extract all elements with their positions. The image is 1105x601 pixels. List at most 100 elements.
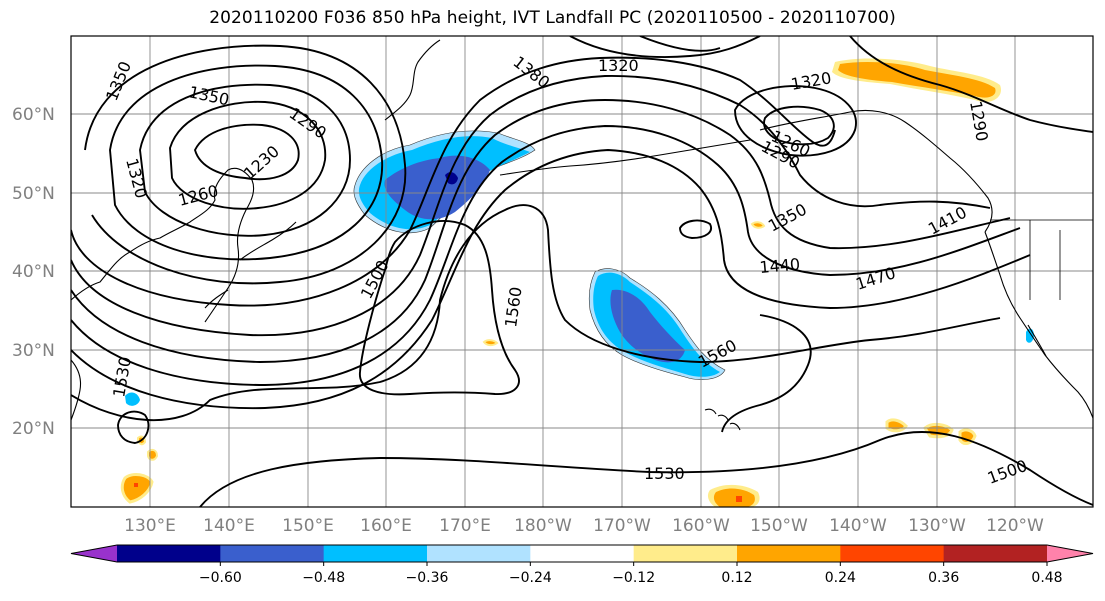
contour-1320-west (109, 64, 383, 261)
colorbar-tick-label: −0.36 (406, 570, 449, 586)
ivt-anomaly-light-blue-3 (125, 392, 140, 406)
contour-1260-alaska (763, 105, 835, 146)
colorbar-tick-label: 0.12 (721, 570, 752, 586)
contour-1560-loop (359, 220, 520, 396)
contour-1440 (71, 99, 1011, 363)
lon-label: 180°W (514, 516, 572, 536)
colorbar-swatch (323, 545, 428, 562)
colorbar-extend-low (71, 545, 117, 562)
ivt-anomaly-orange-9 (482, 339, 499, 347)
coastline-asia (71, 167, 255, 421)
coastline-japan (204, 221, 297, 309)
colorbar-tick-label: 0.48 (1031, 570, 1062, 586)
colorbar-tick-label: −0.24 (509, 570, 552, 586)
contour-1290-north (849, 36, 1093, 133)
contour-label: 1350 (102, 59, 135, 104)
contour-1320-north (569, 36, 761, 58)
coastline-north-america (984, 231, 1093, 419)
colorbar-swatch (117, 545, 221, 562)
contour-1410 (71, 75, 991, 337)
colorbar-extend-high (1047, 545, 1093, 562)
lon-label: 160°E (360, 516, 412, 536)
contour-label: 1290 (966, 99, 992, 142)
ivt-anomaly-dark-blue (445, 172, 458, 185)
colorbar-swatch (427, 545, 531, 562)
ivt-anomaly-orange-1 (838, 62, 996, 98)
contour-1530 (71, 204, 1093, 507)
contour-label: 1530 (109, 355, 135, 398)
map-frame (70, 35, 1094, 508)
contour-1470 (71, 125, 1021, 386)
contour-1500 (71, 149, 1031, 410)
ivt-anomaly-orange-5 (958, 428, 977, 445)
ivt-anomaly-orange-2 (713, 488, 755, 507)
lon-label: 160°W (672, 516, 730, 536)
lat-label: 50°N (12, 184, 55, 204)
graticule (71, 36, 1093, 507)
contour-1380 (71, 56, 836, 307)
colorbar-swatch (530, 545, 635, 562)
lat-label: 30°N (12, 341, 55, 361)
ivt-anomaly-light-blue-4 (1026, 328, 1034, 343)
contour-1560-east (721, 314, 812, 433)
coastline-aleutians (499, 139, 751, 176)
contour-1290-west (139, 83, 351, 237)
colorbar-swatch (840, 545, 945, 562)
ivt-anomaly-orange-7 (147, 448, 159, 461)
colorbar-swatch (220, 545, 325, 562)
contour-1230 (193, 123, 300, 181)
contour-1320-alaska (734, 85, 857, 157)
contour-1260-west (169, 100, 327, 210)
ivt-anomaly-orange-6 (885, 418, 908, 433)
colorbar-swatch (737, 545, 841, 562)
lon-label: 150°W (750, 516, 808, 536)
contour-label: 1320 (598, 56, 639, 75)
longitude-labels: 130°E 140°E 150°E 160°E 170°E 180°W 170°… (124, 516, 1044, 536)
colorbar-swatch (943, 545, 1048, 562)
colorbar-tick-label: −0.48 (302, 570, 345, 586)
contour-high-small (117, 410, 150, 444)
lat-label: 20°N (12, 419, 55, 439)
lon-label: 140°E (203, 516, 255, 536)
lon-label: 170°E (439, 516, 491, 536)
colorbar-tick-label: 0.36 (928, 570, 959, 586)
map-title: 2020110200 F036 850 hPa height, IVT Land… (209, 8, 896, 28)
height-contours (71, 36, 1093, 507)
ivt-anomaly-orange-8 (750, 221, 766, 229)
us-canada-border (990, 219, 1093, 300)
contour-label: 1500 (985, 456, 1030, 488)
contour-label: 1560 (501, 286, 525, 329)
ivt-anomaly-red-3 (134, 483, 138, 487)
colorbar-tick-label: −0.12 (612, 570, 655, 586)
lon-label: 120°W (986, 516, 1044, 536)
contour-label: 1440 (759, 255, 801, 277)
ivt-anomaly-blue (384, 155, 490, 220)
colorbar-tick-label: 0.24 (825, 570, 856, 586)
colorbar-tick-label: −0.60 (199, 570, 242, 586)
colorbar-outline (70, 544, 1094, 563)
lon-label: 140°W (829, 516, 887, 536)
lon-label: 170°W (593, 516, 651, 536)
contour-label: 1500 (357, 257, 393, 302)
ivt-negative-shading (125, 130, 1034, 406)
ivt-anomaly-red-2 (736, 496, 742, 502)
contour-small-low (679, 219, 712, 239)
contour-label: 1530 (644, 464, 685, 483)
lon-label: 130°W (908, 516, 966, 536)
coastline-kamchatka (384, 39, 441, 121)
coastline-hawaii (704, 408, 741, 431)
contour-label: 1470 (853, 263, 898, 294)
lat-label: 60°N (12, 105, 55, 125)
coastline-baja (1027, 324, 1047, 357)
ivt-anomaly-blue-2 (610, 289, 685, 363)
lat-label: 40°N (12, 262, 55, 282)
contour-label: 1320 (122, 156, 151, 200)
colorbar-swatch (633, 545, 738, 562)
contour-1350-west (84, 44, 407, 285)
lon-label: 150°E (282, 516, 334, 536)
contour-1350-east (639, 36, 721, 52)
colorbar: −0.60 −0.48 −0.36 −0.24 −0.12 0.12 0.24 0.36 0.4… (70, 544, 1094, 586)
latitude-labels: 60°N 50°N 40°N 30°N 20°N (12, 105, 55, 439)
ivt-anomaly-orange-3 (120, 473, 154, 504)
